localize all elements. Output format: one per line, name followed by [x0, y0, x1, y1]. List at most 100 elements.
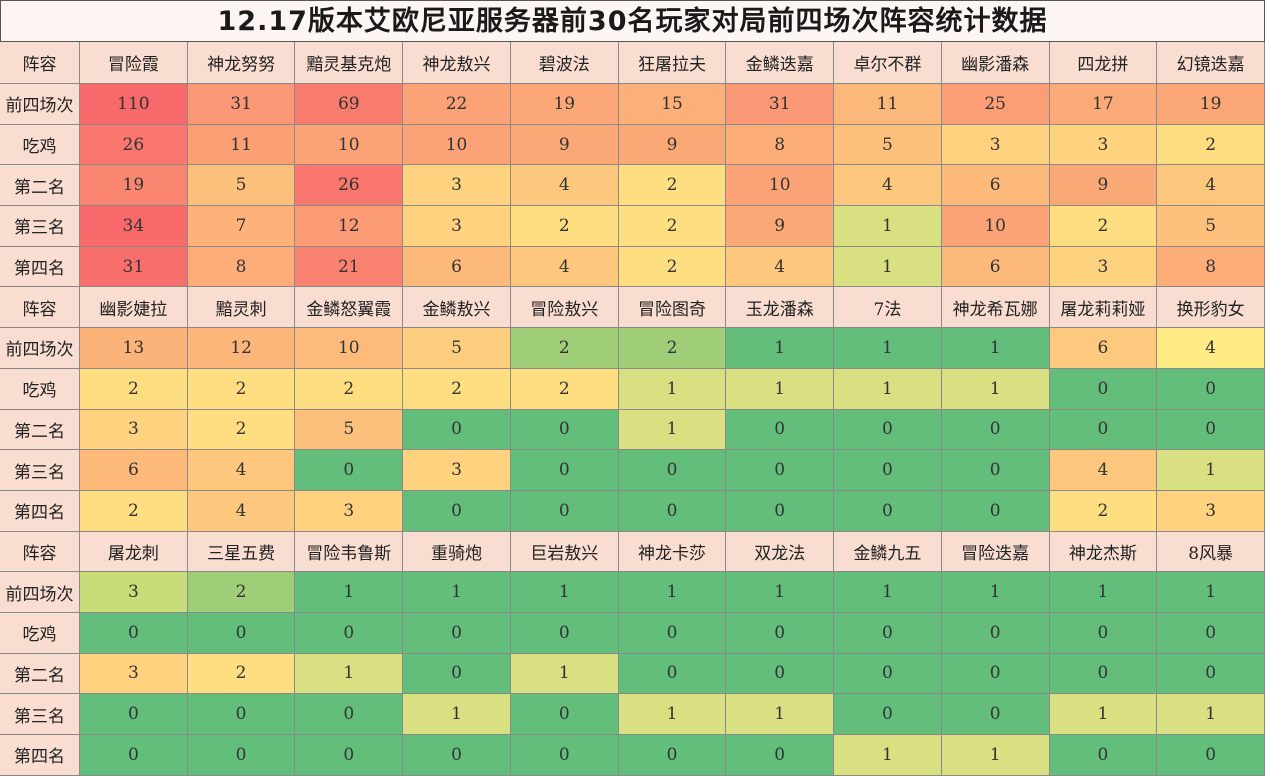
data-cell: 0 [510, 735, 619, 776]
data-cell: 0 [941, 409, 1050, 451]
section-header-label: 阵容 [0, 42, 80, 84]
data-cell: 6 [941, 165, 1050, 207]
data-cell: 0 [1157, 653, 1265, 695]
data-cell: 1 [834, 328, 942, 369]
data-cell: 2 [510, 328, 619, 369]
data-cell: 0 [618, 490, 727, 532]
data-cell: 5 [295, 409, 404, 451]
comp-name-header: 双龙法 [726, 531, 835, 573]
data-cell: 5 [403, 328, 511, 369]
data-cell: 3 [1157, 490, 1265, 532]
data-cell: 3 [1049, 246, 1158, 288]
data-cell: 0 [941, 450, 1050, 491]
data-cell: 1 [941, 572, 1050, 613]
data-cell: 34 [80, 206, 188, 247]
data-cell: 3 [1049, 124, 1158, 166]
comp-name-header: 8风暴 [1157, 531, 1265, 573]
data-cell: 8 [187, 246, 296, 288]
comp-name-header: 黯灵基克炮 [295, 42, 404, 84]
data-cell: 25 [941, 84, 1050, 125]
data-cell: 0 [403, 735, 511, 776]
data-cell: 0 [510, 409, 619, 451]
data-cell: 26 [295, 165, 404, 207]
data-cell: 1 [1049, 572, 1158, 613]
data-cell: 0 [510, 450, 619, 491]
data-cell: 3 [295, 490, 404, 532]
comp-name-header: 屠龙刺 [80, 531, 188, 573]
data-cell: 1 [1157, 572, 1265, 613]
data-cell: 2 [403, 368, 511, 410]
data-cell: 2 [618, 246, 727, 288]
data-cell: 0 [834, 612, 942, 654]
data-cell: 1 [295, 653, 404, 695]
data-cell: 0 [295, 450, 404, 491]
data-cell: 0 [834, 490, 942, 532]
data-cell: 12 [187, 328, 296, 369]
data-cell: 4 [1049, 450, 1158, 491]
data-cell: 31 [726, 84, 835, 125]
data-cell: 0 [295, 694, 404, 735]
row-label: 吃鸡 [0, 612, 80, 654]
data-cell: 2 [1049, 206, 1158, 247]
data-cell: 1 [941, 368, 1050, 410]
data-cell: 10 [726, 165, 835, 207]
data-cell: 0 [726, 450, 835, 491]
data-cell: 13 [80, 328, 188, 369]
data-cell: 1 [1157, 694, 1265, 735]
comp-name-header: 重骑炮 [403, 531, 511, 573]
data-cell: 0 [295, 735, 404, 776]
data-cell: 22 [403, 84, 511, 125]
row-label: 第二名 [0, 165, 80, 207]
comp-name-header: 神龙杰斯 [1049, 531, 1158, 573]
data-cell: 10 [941, 206, 1050, 247]
data-cell: 0 [1157, 409, 1265, 451]
data-cell: 19 [80, 165, 188, 207]
data-cell: 1 [726, 572, 835, 613]
comp-name-header: 四龙拼 [1049, 42, 1158, 84]
data-cell: 0 [510, 490, 619, 532]
data-cell: 10 [295, 328, 404, 369]
data-cell: 1 [834, 206, 942, 247]
data-cell: 0 [403, 653, 511, 695]
page-title: 12.17版本艾欧尼亚服务器前30名玩家对局前四场次阵容统计数据 [0, 0, 1265, 42]
data-cell: 4 [510, 246, 619, 288]
data-cell: 4 [1157, 328, 1265, 369]
data-cell: 4 [726, 246, 835, 288]
data-cell: 1 [726, 694, 835, 735]
data-cell: 4 [187, 450, 296, 491]
data-cell: 2 [187, 409, 296, 451]
comp-name-header: 冒险韦鲁斯 [295, 531, 404, 573]
data-cell: 0 [618, 612, 727, 654]
data-cell: 3 [403, 206, 511, 247]
comp-name-header: 冒险敖兴 [510, 287, 619, 329]
comp-name-header: 7法 [834, 287, 942, 329]
data-cell: 3 [403, 165, 511, 207]
data-cell: 0 [834, 450, 942, 491]
row-label: 第三名 [0, 694, 80, 735]
data-cell: 1 [834, 368, 942, 410]
data-cell: 0 [726, 409, 835, 451]
comp-name-header: 金鳞敖兴 [403, 287, 511, 329]
data-cell: 1 [618, 409, 727, 451]
data-cell: 6 [80, 450, 188, 491]
data-cell: 3 [403, 450, 511, 491]
comp-name-header: 金鳞怒翼霞 [295, 287, 404, 329]
data-cell: 1 [403, 572, 511, 613]
data-cell: 0 [403, 490, 511, 532]
data-cell: 0 [187, 612, 296, 654]
data-cell: 0 [726, 612, 835, 654]
comp-name-header: 冒险霞 [80, 42, 188, 84]
data-cell: 8 [1157, 246, 1265, 288]
data-cell: 0 [403, 409, 511, 451]
data-cell: 5 [834, 124, 942, 166]
comp-name-header: 换形豹女 [1157, 287, 1265, 329]
section-header-label: 阵容 [0, 287, 80, 329]
data-cell: 6 [1049, 328, 1158, 369]
data-cell: 0 [1049, 409, 1158, 451]
data-cell: 0 [187, 694, 296, 735]
data-cell: 2 [80, 490, 188, 532]
row-label: 吃鸡 [0, 368, 80, 410]
comp-name-header: 狂屠拉夫 [618, 42, 727, 84]
comp-name-header: 幻镜迭嘉 [1157, 42, 1265, 84]
data-cell: 69 [295, 84, 404, 125]
